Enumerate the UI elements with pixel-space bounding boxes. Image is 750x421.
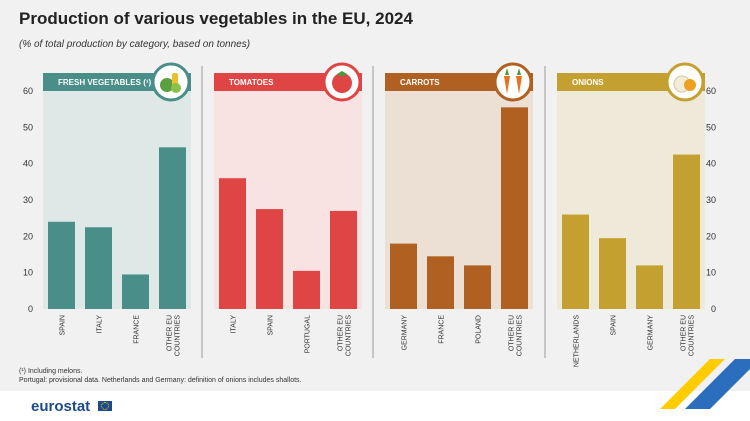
carrot-left-leaf [505, 68, 509, 75]
carrot-right-leaf [517, 68, 521, 75]
x-tick-label: NETHERLANDS [574, 315, 581, 367]
bar [464, 265, 491, 309]
y-tick-label-right: 40 [706, 159, 716, 169]
x-tick-label: SPAIN [611, 315, 618, 336]
bar [256, 209, 283, 309]
bar [330, 210, 357, 309]
bar [159, 147, 186, 309]
bar [427, 256, 454, 309]
y-tick-label-left: 50 [23, 122, 33, 132]
y-tick-label-left: 0 [28, 304, 33, 314]
bar [219, 178, 246, 309]
onion-yellow [684, 79, 696, 91]
bar [501, 107, 528, 309]
x-tick-label: GERMANY [402, 315, 409, 351]
panel-title: CARROTS [400, 78, 440, 87]
x-tick-label: OTHER EUCOUNTRIES [509, 315, 524, 357]
bar [293, 270, 320, 309]
tomato-leaf [337, 71, 347, 77]
y-tick-label-left: 60 [23, 86, 33, 96]
vegetable-broccoli [160, 78, 174, 92]
tomato-body [332, 73, 352, 93]
x-tick-label: ITALY [231, 315, 238, 334]
carrot-right [516, 76, 522, 94]
footer: eurostat [0, 359, 750, 421]
corner-stripes-icon [660, 359, 750, 409]
y-tick-label-right: 30 [706, 195, 716, 205]
x-tick-label: FRANCE [439, 315, 446, 344]
chart-subtitle: (% of total production by category, base… [19, 39, 251, 50]
y-tick-label-right: 50 [706, 122, 716, 132]
bar [122, 274, 149, 309]
x-tick-label: OTHER EUCOUNTRIES [167, 315, 182, 357]
panel-title: FRESH VEGETABLES (¹) [58, 78, 152, 87]
footnote-melons: (¹) Including melons. [19, 368, 83, 375]
panel-title: TOMATOES [229, 78, 274, 87]
y-tick-label-left: 20 [23, 231, 33, 241]
bar-chart: 0 0 10 10 20 20 30 30 40 40 50 50 60 60 FRESH VEGETABL… [23, 62, 716, 367]
x-tick-label: ITALY [97, 315, 104, 334]
panel-title: ONIONS [572, 78, 604, 87]
bar [636, 265, 663, 309]
x-tick-label: OTHER EUCOUNTRIES [681, 315, 696, 357]
x-tick-label: OTHER EUCOUNTRIES [338, 315, 353, 357]
bar [599, 238, 626, 309]
bar [48, 221, 75, 309]
x-tick-label: SPAIN [60, 315, 67, 336]
bar [673, 154, 700, 309]
carrot-left [504, 76, 510, 94]
y-tick-label-right: 10 [706, 268, 716, 278]
x-tick-label: GERMANY [648, 315, 655, 351]
x-tick-label: POLAND [476, 315, 483, 344]
bar [85, 227, 112, 309]
chart-title: Production of various vegetables in the … [19, 9, 413, 28]
y-tick-label-left: 30 [23, 195, 33, 205]
eurostat-logo: eurostat [31, 398, 91, 415]
footnote-definitions: Portugal: provisional data. Netherlands … [19, 377, 302, 384]
eu-flag-icon [98, 401, 112, 411]
y-tick-label-left: 10 [23, 268, 33, 278]
y-tick-label-right: 20 [706, 231, 716, 241]
y-tick-label-right: 60 [706, 86, 716, 96]
vegetable-pepper [171, 83, 181, 93]
bar [390, 243, 417, 309]
y-tick-label-left: 40 [23, 159, 33, 169]
y-tick-label-right: 0 [711, 304, 716, 314]
x-tick-label: FRANCE [134, 315, 141, 344]
footnotes: (¹) Including melons. Portugal: provisio… [19, 367, 302, 385]
x-tick-label: SPAIN [268, 315, 275, 336]
carrot-icon [493, 62, 533, 102]
bar [562, 214, 589, 309]
x-tick-label: PORTUGAL [305, 315, 312, 353]
